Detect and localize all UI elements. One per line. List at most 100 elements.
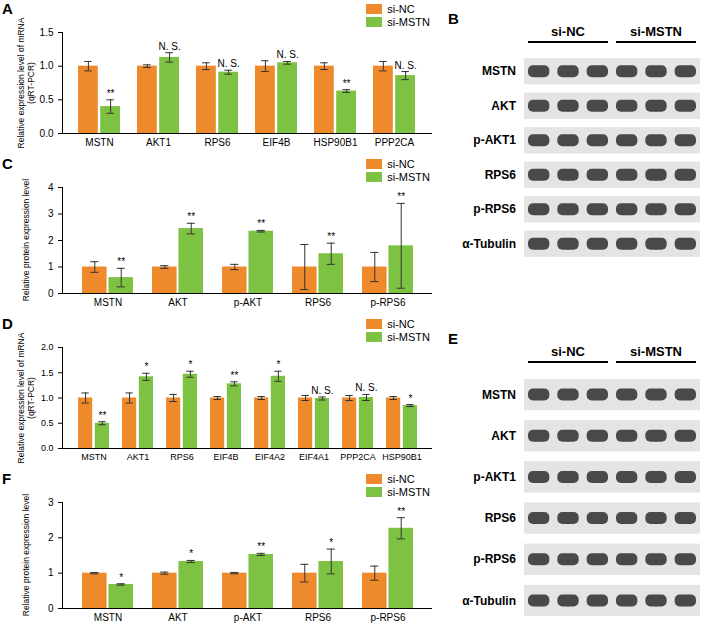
html-text:si-MSTN: si-MSTN [387, 170, 430, 183]
svg-text:α-Tubulin: α-Tubulin [462, 237, 516, 251]
svg-text:**: ** [397, 191, 405, 202]
svg-text:*: * [144, 361, 148, 372]
svg-text:**: ** [231, 370, 239, 381]
svg-text:si-NC: si-NC [551, 344, 586, 359]
svg-text:MSTN: MSTN [81, 452, 107, 462]
html-text:si-MSTN: si-MSTN [387, 15, 430, 28]
svg-text:1.0: 1.0 [40, 60, 54, 71]
svg-text:**: ** [187, 211, 195, 222]
svg-text:AKT: AKT [491, 99, 516, 113]
svg-text:1: 1 [48, 261, 54, 272]
svg-text:AKT: AKT [168, 297, 187, 308]
svg-text:si-NC: si-NC [551, 24, 586, 39]
svg-text:2: 2 [48, 235, 54, 246]
svg-text:**: ** [117, 256, 125, 267]
svg-text:p-RPS6: p-RPS6 [370, 612, 405, 623]
html-text:Relative expression level of m: Relative expression level of mRNA (qRT-P… [16, 332, 36, 463]
html-text:si-NC: si-NC [387, 2, 415, 15]
svg-text:AKT: AKT [168, 612, 187, 623]
svg-text:*: * [189, 548, 193, 559]
svg-text:p-AKT1: p-AKT1 [473, 133, 516, 147]
svg-text:RPS6: RPS6 [305, 612, 332, 623]
html-text:D: D [2, 315, 13, 332]
html-text:Relative expression level of m: Relative expression level of mRNA (qRT-P… [16, 17, 36, 148]
html-text:C: C [2, 155, 13, 172]
svg-text:α-Tubulin: α-Tubulin [462, 594, 516, 608]
svg-text:RPS6: RPS6 [204, 137, 231, 148]
svg-text:**: ** [397, 506, 405, 517]
svg-text:**: ** [257, 541, 265, 552]
svg-text:RPS6: RPS6 [485, 511, 517, 525]
svg-text:4: 4 [48, 182, 54, 193]
svg-text:MSTN: MSTN [482, 388, 516, 402]
svg-text:RPS6: RPS6 [305, 297, 332, 308]
svg-text:*: * [119, 572, 123, 583]
html-text:si-NC: si-NC [387, 157, 415, 170]
svg-text:0.0: 0.0 [40, 128, 54, 139]
html-text:si-MSTN: si-MSTN [387, 330, 430, 343]
svg-text:si-MSTN: si-MSTN [630, 24, 682, 39]
svg-text:p-RPS6: p-RPS6 [370, 297, 405, 308]
svg-text:RPS6: RPS6 [485, 168, 517, 182]
svg-text:PPP2CA: PPP2CA [375, 137, 415, 148]
html-text:Relative protein expression le: Relative protein expression level [21, 493, 31, 617]
svg-text:**: ** [327, 231, 335, 242]
svg-text:0: 0 [48, 288, 54, 299]
html-text:A: A [2, 0, 13, 17]
svg-text:AKT: AKT [491, 429, 516, 443]
svg-text:*: * [408, 393, 412, 404]
html-text:si-MSTN: si-MSTN [387, 485, 430, 498]
html-text:E: E [448, 330, 458, 347]
svg-text:*: * [188, 359, 192, 370]
svg-text:HSP90B1: HSP90B1 [382, 452, 422, 462]
html-text:F: F [2, 470, 12, 487]
svg-text:MSTN: MSTN [482, 64, 516, 78]
svg-text:PPP2CA: PPP2CA [340, 452, 376, 462]
svg-text:2.0: 2.0 [41, 342, 54, 352]
svg-text:1.0: 1.0 [41, 393, 54, 403]
svg-text:**: ** [107, 88, 115, 99]
svg-text:2: 2 [48, 532, 54, 543]
svg-text:3: 3 [48, 208, 54, 219]
svg-text:si-MSTN: si-MSTN [630, 344, 682, 359]
svg-text:0.0: 0.0 [41, 443, 54, 453]
html-text:si-NC: si-NC [387, 317, 415, 330]
svg-text:MSTN: MSTN [85, 137, 113, 148]
svg-text:p-RPS6: p-RPS6 [473, 202, 516, 216]
svg-text:p-AKT: p-AKT [234, 297, 262, 308]
svg-text:*: * [329, 537, 333, 548]
svg-text:N. S.: N. S. [217, 58, 239, 69]
svg-text:0.5: 0.5 [40, 94, 54, 105]
svg-text:N. S.: N. S. [311, 385, 333, 396]
svg-text:AKT1: AKT1 [127, 452, 150, 462]
svg-text:1.5: 1.5 [41, 368, 54, 378]
svg-text:EIF4B: EIF4B [263, 137, 291, 148]
svg-text:p-AKT: p-AKT [234, 612, 262, 623]
svg-text:AKT1: AKT1 [146, 137, 171, 148]
svg-text:MSTN: MSTN [94, 297, 122, 308]
svg-text:**: ** [257, 218, 265, 229]
svg-text:N. S.: N. S. [276, 49, 298, 60]
svg-text:EIF4B: EIF4B [213, 452, 238, 462]
html-text:si-NC: si-NC [387, 472, 415, 485]
svg-text:EIF4A2: EIF4A2 [255, 452, 285, 462]
svg-text:**: ** [99, 410, 107, 421]
html-text:B: B [448, 10, 459, 27]
svg-text:3: 3 [48, 497, 54, 508]
svg-text:HSP90B1: HSP90B1 [314, 137, 358, 148]
svg-text:*: * [276, 359, 280, 370]
svg-text:1.5: 1.5 [40, 27, 54, 38]
svg-text:0.5: 0.5 [41, 418, 54, 428]
svg-text:p-RPS6: p-RPS6 [473, 552, 516, 566]
svg-text:MSTN: MSTN [94, 612, 122, 623]
svg-text:**: ** [343, 78, 351, 89]
svg-text:N. S.: N. S. [355, 382, 377, 393]
svg-text:EIF4A1: EIF4A1 [299, 452, 329, 462]
svg-text:1: 1 [48, 567, 54, 578]
svg-text:p-AKT1: p-AKT1 [473, 470, 516, 484]
svg-text:RPS6: RPS6 [170, 452, 194, 462]
svg-text:N. S.: N. S. [158, 41, 180, 52]
html-text:Relative protein expression le: Relative protein expression level [21, 178, 31, 302]
svg-text:0: 0 [48, 603, 54, 614]
svg-text:N. S.: N. S. [394, 60, 416, 71]
